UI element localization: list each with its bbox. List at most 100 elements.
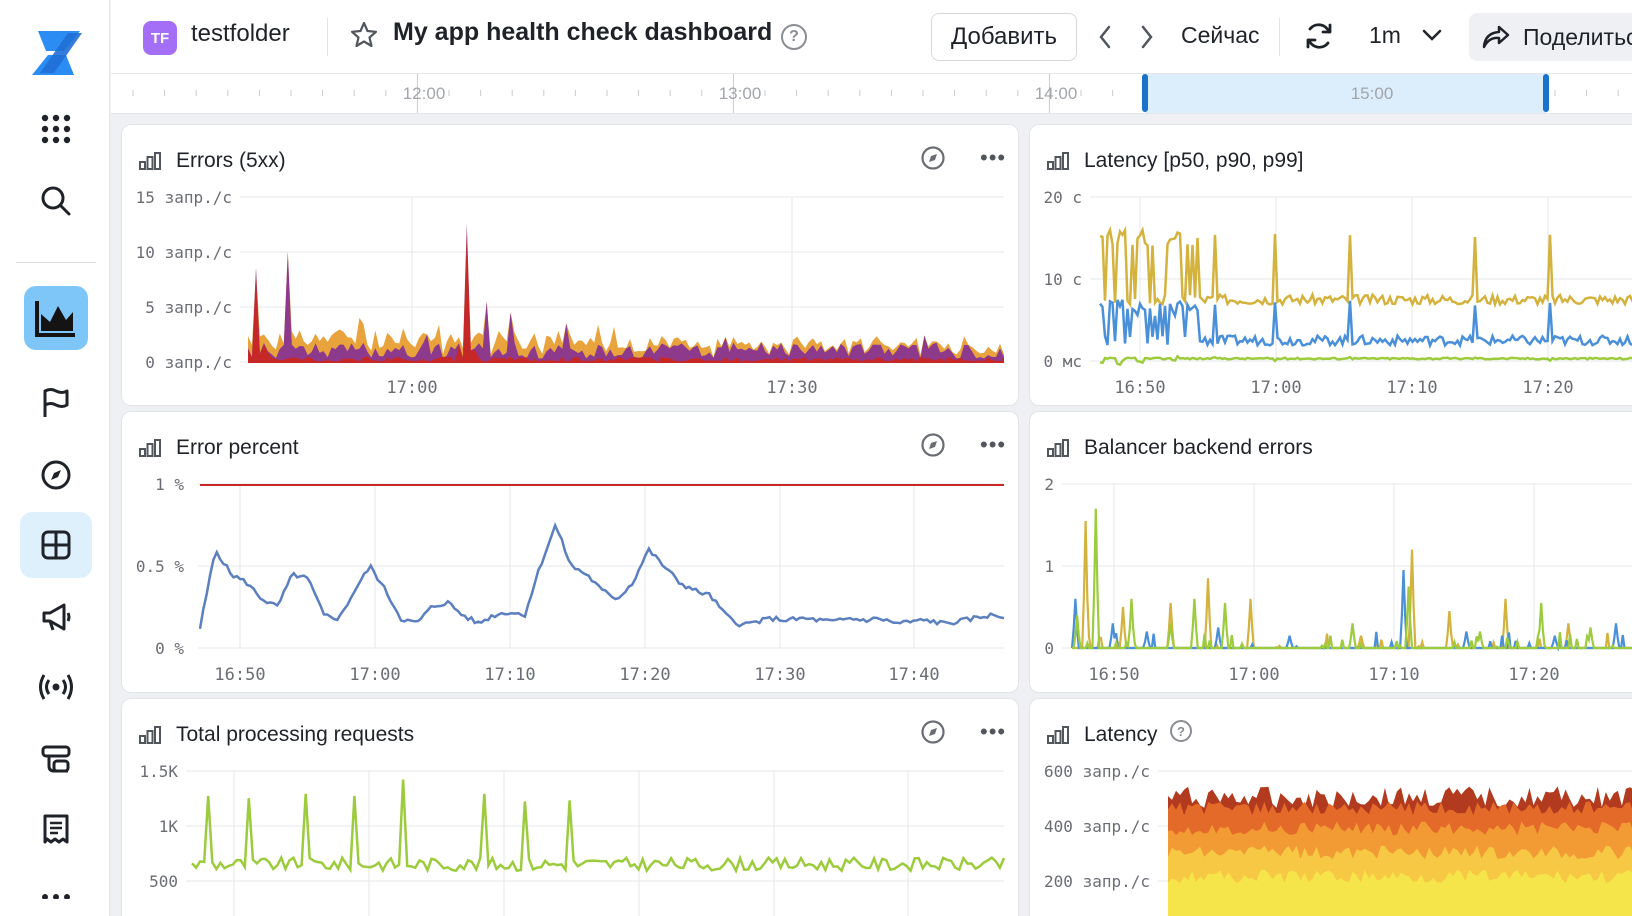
compass-icon[interactable] bbox=[920, 719, 946, 750]
y-tick-label: 10 запр./с bbox=[136, 243, 232, 262]
help-icon[interactable]: ? bbox=[1170, 720, 1192, 742]
panel-title: Error percent bbox=[176, 436, 299, 459]
y-tick-label: 10 с bbox=[1043, 270, 1082, 289]
chart-bars-icon bbox=[1046, 151, 1070, 176]
compass-icon[interactable] bbox=[920, 432, 946, 463]
series-line bbox=[1070, 570, 1632, 652]
timeline-label: 14:00 bbox=[1034, 84, 1078, 103]
x-tick-label: 17:20 bbox=[1522, 378, 1573, 398]
timeline-handle-left bbox=[1142, 74, 1148, 112]
interval-select[interactable]: 1m bbox=[1369, 22, 1401, 48]
chart-bars-icon bbox=[138, 725, 162, 750]
receipt-icon[interactable] bbox=[20, 796, 92, 862]
more-icon[interactable]: ••• bbox=[980, 719, 1007, 744]
time-range-timeline[interactable]: 12:00 13:00 14:00 15:00 bbox=[111, 74, 1632, 114]
header-separator bbox=[327, 18, 328, 56]
x-tick-label: 17:10 bbox=[1368, 665, 1419, 685]
cloud-logo-icon[interactable] bbox=[20, 20, 92, 86]
y-tick-label: 0 bbox=[1044, 639, 1054, 658]
share-icon bbox=[1482, 25, 1510, 49]
star-icon[interactable] bbox=[349, 20, 379, 55]
refresh-icon[interactable] bbox=[1303, 20, 1335, 57]
panel-title: Total processing requests bbox=[176, 723, 415, 746]
x-tick-label: 17:20 bbox=[619, 665, 670, 685]
more-icon[interactable]: ••• bbox=[980, 145, 1007, 170]
chart-bars-icon bbox=[1046, 438, 1070, 463]
y-tick-label: 600 запр./с bbox=[1044, 762, 1150, 781]
broadcast-icon[interactable] bbox=[20, 654, 92, 720]
x-tick-label: 17:00 bbox=[386, 378, 437, 398]
help-icon[interactable]: ? bbox=[781, 24, 807, 50]
panel-title: Errors (5xx) bbox=[176, 149, 286, 172]
timeline-ticks bbox=[132, 74, 1619, 113]
now-button[interactable]: Сейчас bbox=[1181, 22, 1260, 48]
panel-title: Latency bbox=[1084, 723, 1158, 746]
timeline-label: 13:00 bbox=[718, 84, 762, 103]
y-tick-label: 200 запр./с bbox=[1044, 872, 1150, 891]
error-percent-chart: 1 % 0.5 % 0 % 16:50 17:00 17:10 17:20 17:30 17:4… bbox=[136, 475, 1005, 685]
panel-error-percent: 1 % 0.5 % 0 % 16:50 17:00 17:10 17:20 17:30 17:4… bbox=[121, 411, 1019, 693]
rail-divider bbox=[16, 262, 96, 263]
timeline-handle-right bbox=[1543, 74, 1549, 112]
chart-bars-icon bbox=[138, 438, 162, 463]
y-tick-label: 2 bbox=[1044, 475, 1054, 494]
x-tick-label: 17:30 bbox=[766, 378, 817, 398]
more-icon[interactable]: ••• bbox=[980, 432, 1007, 457]
timeline-label: 12:00 bbox=[402, 84, 446, 103]
latency-chart: 600 запр./с 400 запр./с 200 запр./с bbox=[1044, 762, 1632, 916]
share-button[interactable]: Поделиться bbox=[1469, 13, 1632, 61]
more-dots-icon[interactable] bbox=[20, 872, 92, 916]
header-separator bbox=[1279, 18, 1280, 56]
dashboard-header: TF testfolder My app health check dashbo… bbox=[111, 0, 1632, 74]
compass-icon[interactable] bbox=[920, 145, 946, 176]
y-tick-label: 1K bbox=[159, 817, 179, 836]
stack-icon[interactable] bbox=[20, 726, 92, 792]
y-tick-label: 500 bbox=[149, 872, 178, 891]
grid-dots-icon[interactable] bbox=[20, 96, 92, 162]
panel-latency-percentiles: 20 с 10 с 0 мс 16:50 17:00 17:10 17:20 Latency… bbox=[1029, 124, 1632, 406]
folder-name[interactable]: testfolder bbox=[191, 20, 290, 47]
y-tick-label: 0 запр./с bbox=[145, 353, 232, 372]
panel-balancer-errors: 2 1 0 16:50 17:00 17:10 17:20 Balancer backend… bbox=[1029, 411, 1632, 693]
series-line bbox=[191, 779, 1006, 875]
chevron-right-icon[interactable] bbox=[1139, 24, 1155, 55]
x-tick-label: 16:50 bbox=[1114, 378, 1165, 398]
balancer-errors-chart: 2 1 0 16:50 17:00 17:10 17:20 bbox=[1044, 475, 1632, 685]
total-requests-chart: 1.5K 1K 500 bbox=[139, 762, 1006, 916]
timeline-selection bbox=[1145, 74, 1547, 113]
panel-title: Balancer backend errors bbox=[1084, 436, 1313, 459]
y-tick-label: 400 запр./с bbox=[1044, 817, 1150, 836]
folder-badge[interactable]: TF bbox=[143, 21, 177, 55]
dashboard-grid-icon[interactable] bbox=[20, 512, 92, 578]
x-tick-label: 16:50 bbox=[1088, 665, 1139, 685]
y-tick-label: 0.5 % bbox=[136, 557, 185, 576]
share-label: Поделиться bbox=[1523, 23, 1632, 50]
errors-chart: 15 запр./с 10 запр./с 5 запр./с 0 запр./с 17… bbox=[136, 188, 1004, 398]
flag-icon[interactable] bbox=[20, 370, 92, 436]
crown-chart-icon[interactable] bbox=[24, 286, 88, 350]
x-tick-label: 17:00 bbox=[349, 665, 400, 685]
chevron-down-icon[interactable] bbox=[1421, 28, 1443, 47]
y-tick-label: 1 % bbox=[155, 475, 184, 494]
series-line bbox=[1099, 299, 1632, 349]
series-line bbox=[1099, 225, 1632, 309]
x-tick-label: 17:30 bbox=[754, 665, 805, 685]
y-tick-label: 0 % bbox=[155, 639, 184, 658]
series-area bbox=[248, 224, 1004, 362]
search-icon[interactable] bbox=[20, 168, 92, 234]
timeline-label: 15:00 bbox=[1350, 84, 1394, 103]
add-button[interactable]: Добавить bbox=[931, 13, 1077, 61]
panel-errors: 15 запр./с 10 запр./с 5 запр./с 0 запр./с 17… bbox=[121, 124, 1019, 406]
y-tick-label: 15 запр./с bbox=[136, 188, 232, 207]
chevron-left-icon[interactable] bbox=[1097, 24, 1113, 55]
series-line bbox=[198, 521, 1005, 630]
megaphone-icon[interactable] bbox=[20, 584, 92, 650]
latency-percentiles-chart: 20 с 10 с 0 мс 16:50 17:00 17:10 17:20 bbox=[1043, 188, 1632, 398]
x-tick-label: 17:20 bbox=[1508, 665, 1559, 685]
x-tick-label: 17:10 bbox=[484, 665, 535, 685]
chart-bars-icon bbox=[1046, 725, 1070, 750]
series-line bbox=[1072, 508, 1632, 651]
x-tick-label: 16:50 bbox=[214, 665, 265, 685]
compass-icon[interactable] bbox=[20, 442, 92, 508]
